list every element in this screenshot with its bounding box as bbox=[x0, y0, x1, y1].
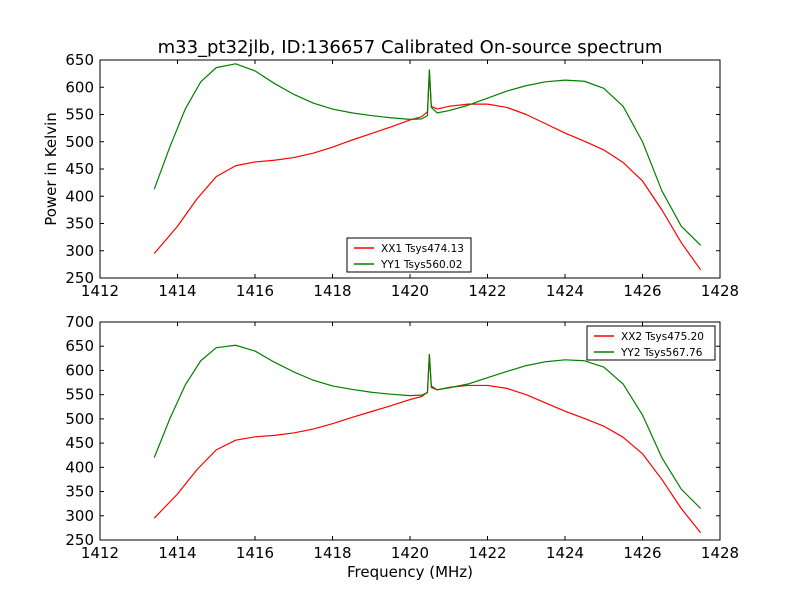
x-tick-label: 1420 bbox=[391, 282, 429, 300]
x-tick-label: 1426 bbox=[623, 282, 661, 300]
y-tick-label: 450 bbox=[65, 434, 94, 452]
y-tick-label: 700 bbox=[65, 313, 94, 331]
x-tick-label: 1418 bbox=[313, 282, 351, 300]
y-tick-label: 300 bbox=[65, 242, 94, 260]
plot-panel-2: 1412 1414 1416 1418 1420 1422 1424 1426 1428 250 3… bbox=[65, 313, 739, 581]
y-tick-label: 500 bbox=[65, 133, 94, 151]
x-tick-label: 1424 bbox=[546, 282, 584, 300]
x-tick-label: 1416 bbox=[236, 282, 274, 300]
x-tick-label: 1424 bbox=[546, 544, 584, 562]
x-tick-label: 1428 bbox=[701, 282, 739, 300]
y-tick-label: 400 bbox=[65, 458, 94, 476]
y-tick-label: 350 bbox=[65, 483, 94, 501]
legend-entry-label: XX2 Tsys475.20 bbox=[621, 331, 704, 343]
x-tick-label: 1422 bbox=[468, 544, 506, 562]
y-tick-label: 550 bbox=[65, 106, 94, 124]
plot-panel-1: 1412 1414 1416 1418 1420 1422 1424 1426 1428 250 3… bbox=[42, 51, 739, 300]
y-tick-label: 650 bbox=[65, 51, 94, 69]
x-tick-label: 1420 bbox=[391, 544, 429, 562]
x-tick-label: 1422 bbox=[468, 282, 506, 300]
y-tick-label: 650 bbox=[65, 337, 94, 355]
y-tick-label: 600 bbox=[65, 361, 94, 379]
y-tick-label: 400 bbox=[65, 187, 94, 205]
y-tick-label: 550 bbox=[65, 386, 94, 404]
x-tick-label: 1414 bbox=[158, 282, 196, 300]
legend: XX2 Tsys475.20 YY2 Tsys567.76 bbox=[586, 325, 716, 361]
y-tick-label: 600 bbox=[65, 78, 94, 96]
legend-entry-label: YY2 Tsys567.76 bbox=[620, 347, 703, 359]
legend: XX1 Tsys474.13 YY1 Tsys560.02 bbox=[346, 237, 472, 273]
legend-entry-label: XX1 Tsys474.13 bbox=[381, 243, 464, 255]
y-axis-label: Power in Kelvin bbox=[42, 112, 60, 226]
legend-box bbox=[586, 325, 716, 361]
legend-entry-label: YY1 Tsys560.02 bbox=[380, 259, 462, 271]
legend-box bbox=[346, 237, 472, 273]
y-tick-label: 350 bbox=[65, 215, 94, 233]
series-line-2-2 bbox=[153, 344, 702, 509]
series-line-1-2 bbox=[153, 63, 702, 246]
x-tick-label: 1416 bbox=[236, 544, 274, 562]
x-tick-label: 1414 bbox=[158, 544, 196, 562]
x-tick-label: 1418 bbox=[313, 544, 351, 562]
y-tick-label: 250 bbox=[65, 531, 94, 549]
plot-panels: 1412 1414 1416 1418 1420 1422 1424 1426 1428 250 3… bbox=[42, 51, 739, 581]
x-tick-label: 1428 bbox=[701, 544, 739, 562]
x-tick-label: 1412 bbox=[81, 282, 119, 300]
y-tick-label: 300 bbox=[65, 507, 94, 525]
x-tick-label: 1426 bbox=[623, 544, 661, 562]
y-tick-label: 500 bbox=[65, 410, 94, 428]
x-axis-label: Frequency (MHz) bbox=[347, 563, 473, 581]
x-tick-label: 1412 bbox=[81, 544, 119, 562]
y-tick-label: 450 bbox=[65, 160, 94, 178]
chart-title: m33_pt32jlb, ID:136657 Calibrated On-sou… bbox=[158, 37, 663, 58]
y-tick-label: 250 bbox=[65, 269, 94, 287]
